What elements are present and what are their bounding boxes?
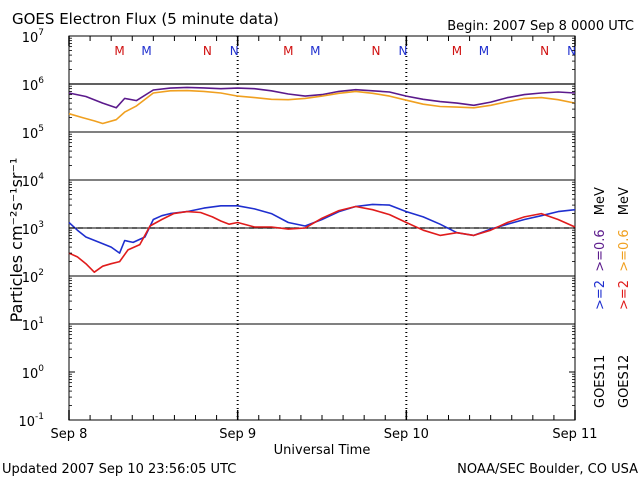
x-axis-ticks: Sep 8 Sep 9 Sep 10 Sep 11	[51, 36, 598, 442]
y-tick-exponent: 1	[38, 316, 44, 326]
threshold-lines	[69, 83, 575, 229]
y-tick-label: 106	[22, 76, 45, 94]
x-tick-label: Sep 8	[51, 427, 88, 442]
series-line-2	[68, 205, 576, 274]
x-axis-label: Universal Time	[274, 443, 371, 458]
y-tick-exponent: -1	[35, 412, 44, 422]
y-tick-exponent: 2	[38, 268, 44, 278]
marker-N: N	[540, 44, 549, 58]
updated-timestamp: Updated 2007 Sep 10 23:56:05 UTC	[2, 462, 236, 477]
begin-timestamp: Begin: 2007 Sep 8 0000 UTC	[447, 19, 634, 34]
marker-M: M	[479, 44, 489, 58]
y-tick-label: 104	[22, 172, 45, 190]
y-tick-label: 101	[22, 316, 44, 334]
y-tick-label: 103	[22, 220, 44, 238]
legend-gt06-goes12: >=0.6	[617, 229, 632, 271]
x-tick-label: Sep 9	[219, 427, 256, 442]
y-tick-label: 100	[22, 364, 45, 382]
legend-gt06-goes11: >=0.6	[593, 229, 608, 271]
legend-energy-row-1: >=2 >=0.6 MeV	[593, 187, 608, 310]
series-line-1	[68, 86, 576, 109]
marker-M: M	[141, 44, 151, 58]
y-tick-exponent: 0	[38, 364, 44, 374]
legend-energy-row-2: >=2 >=0.6 MeV	[617, 187, 632, 310]
marker-M: M	[114, 44, 124, 58]
y-tick-exponent: 6	[38, 76, 44, 86]
marker-N: N	[230, 44, 239, 58]
y-tick-exponent: 4	[38, 172, 44, 182]
y-tick-exponent: 7	[38, 28, 44, 38]
legend-satellite-goes11: GOES11	[593, 355, 608, 408]
y-tick-label: 10-1	[18, 412, 44, 430]
y-tick-exponent: 3	[38, 220, 44, 230]
y-tick-label: 102	[22, 268, 44, 286]
marker-M: M	[310, 44, 320, 58]
legend-energy-goes11: >=2 >=0.6 MeV	[593, 187, 608, 310]
chart-title: GOES Electron Flux (5 minute data)	[12, 10, 279, 28]
y-tick-label: 105	[22, 124, 44, 142]
marker-M: M	[452, 44, 462, 58]
source-credit: NOAA/SEC Boulder, CO USA	[457, 462, 638, 477]
y-tick-label: 107	[22, 28, 44, 46]
marker-N: N	[567, 44, 576, 58]
legend-satellite-goes12: GOES12	[617, 355, 632, 408]
legend-mev-goes12: MeV	[617, 187, 632, 215]
legend-gt2-goes11: >=2	[593, 280, 608, 310]
legend-gt2-goes12: >=2	[617, 280, 632, 310]
y-axis-label: Particles cm⁻²s⁻¹sr⁻¹	[7, 158, 26, 323]
marker-N: N	[203, 44, 212, 58]
series-lines	[68, 86, 576, 274]
y-tick-exponent: 5	[38, 124, 44, 134]
series-line-3	[68, 89, 576, 125]
marker-N: N	[371, 44, 380, 58]
x-tick-label: Sep 11	[552, 427, 597, 442]
x-tick-label: Sep 10	[384, 427, 429, 442]
marker-N: N	[398, 44, 407, 58]
legend-energy-goes12: >=2 >=0.6 MeV	[617, 187, 632, 310]
legend-mev-goes11: MeV	[593, 187, 608, 215]
marker-M: M	[283, 44, 293, 58]
